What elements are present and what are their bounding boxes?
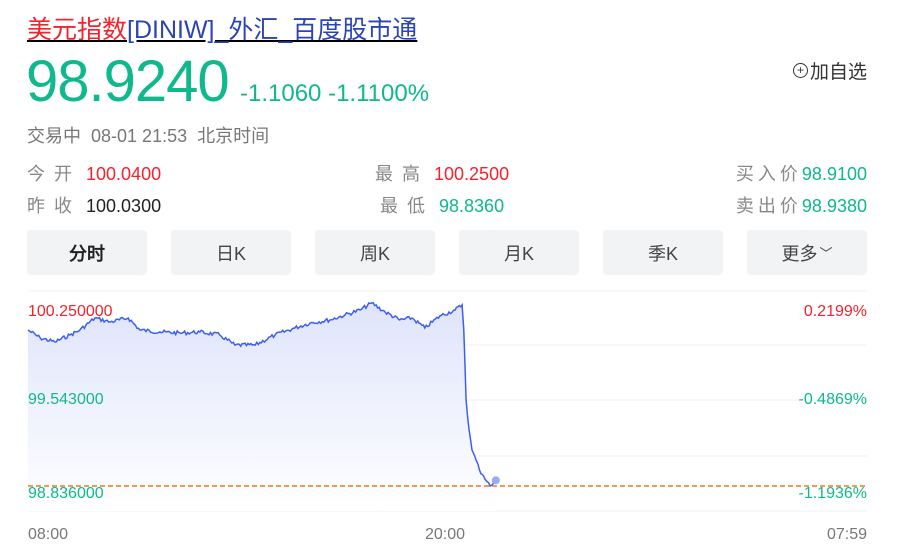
x-tick: 08:00 <box>28 526 69 543</box>
tab-weekly[interactable]: 周K <box>315 230 435 275</box>
y-left-tick: 100.250000 <box>28 303 113 320</box>
y-right-tick: 0.2199% <box>803 303 867 320</box>
trading-status: 交易中 08-01 21:53 北京时间 <box>27 126 270 146</box>
bid-stat: 买入价98.9100 <box>735 164 867 184</box>
ask-stat: 卖出价98.9380 <box>735 196 867 216</box>
y-left-tick: 98.836000 <box>28 485 104 502</box>
y-right-tick: -1.1936% <box>798 485 868 502</box>
y-left-tick: 99.543000 <box>28 391 104 408</box>
price-line <box>27 301 497 487</box>
page-title[interactable]: 美元指数[DINIW]_外汇_百度股市通 <box>27 16 418 44</box>
price-area <box>28 302 496 511</box>
high-stat: 最高 100.2500 <box>375 164 510 184</box>
tab-daily[interactable]: 日K <box>171 230 291 275</box>
tab-intraday[interactable]: 分时 <box>27 230 147 275</box>
tab-monthly[interactable]: 月K <box>459 230 579 275</box>
y-right-tick: -0.4869% <box>798 391 868 408</box>
low-stat: 最低 98.8360 <box>380 196 505 216</box>
tab-more[interactable]: 更多 ﹀ <box>747 230 867 275</box>
prev-close-stat: 昨收 100.0300 <box>27 196 162 216</box>
chart-tabs: 分时 日K 周K 月K 季K 更多 ﹀ <box>27 230 867 275</box>
chevron-down-icon: ﹀ <box>819 246 833 261</box>
x-tick: 07:59 <box>826 526 867 543</box>
add-watchlist-button[interactable]: + 加自选 <box>792 57 867 84</box>
open-stat: 今开 100.0400 <box>27 164 162 184</box>
price-change: -1.1060 -1.1100% <box>240 80 430 107</box>
tab-quarterly[interactable]: 季K <box>603 230 723 275</box>
current-price: 98.9240 <box>26 49 230 114</box>
current-point <box>491 476 500 485</box>
plus-circle-icon: + <box>792 63 808 78</box>
x-tick: 20:00 <box>425 526 466 543</box>
